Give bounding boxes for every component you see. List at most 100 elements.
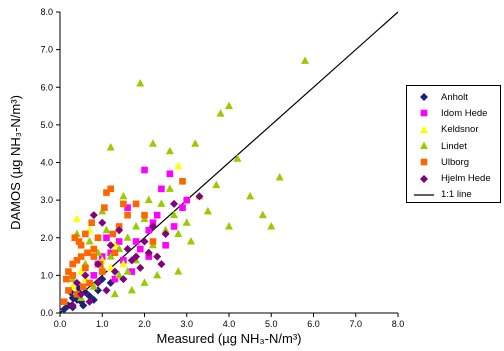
data-point — [89, 211, 98, 220]
data-point — [65, 287, 72, 294]
data-point — [77, 241, 85, 249]
y-tick-label: 6.0 — [40, 82, 53, 92]
data-point — [157, 199, 166, 207]
legend-marker — [420, 125, 428, 133]
legend-marker — [420, 110, 428, 117]
data-point — [79, 283, 87, 290]
x-tick-label: 6.0 — [307, 319, 320, 329]
data-point — [110, 267, 119, 276]
data-point — [103, 189, 110, 196]
data-point — [106, 142, 115, 151]
data-point — [111, 249, 119, 257]
data-point — [258, 210, 267, 219]
data-point — [225, 221, 233, 230]
y-tick-label: 1.0 — [40, 270, 53, 280]
data-point — [107, 185, 114, 193]
data-point — [148, 139, 157, 147]
data-point — [106, 263, 115, 271]
data-point — [115, 238, 123, 245]
data-point — [82, 264, 89, 272]
data-point — [132, 252, 141, 261]
data-point — [166, 170, 174, 178]
data-point — [119, 275, 128, 284]
data-point — [85, 237, 94, 245]
data-point — [132, 221, 141, 230]
data-point — [186, 237, 195, 245]
reference-line-1-1 — [59, 11, 399, 314]
x-tick-label: 0.0 — [54, 319, 67, 329]
legend-symbol — [420, 159, 428, 166]
data-point — [82, 230, 89, 238]
data-point — [136, 245, 144, 253]
x-tick-label: 3.0 — [180, 319, 193, 329]
x-axis-title: Measured (µg NH₃-N/m³) — [157, 331, 302, 346]
data-point — [72, 278, 81, 287]
data-point — [94, 278, 103, 287]
data-point — [141, 166, 148, 174]
data-point — [124, 211, 131, 219]
data-point — [136, 263, 145, 272]
data-point — [77, 290, 86, 299]
data-point — [89, 282, 98, 290]
data-point — [153, 211, 161, 219]
data-point — [170, 210, 179, 219]
legend-label: Keldsnor — [441, 124, 479, 136]
data-point — [165, 184, 174, 192]
data-point — [77, 253, 85, 260]
data-point — [103, 234, 110, 242]
data-point — [195, 192, 204, 201]
legend-marker — [420, 174, 428, 183]
one-to-one-line — [59, 11, 399, 314]
data-point — [65, 268, 72, 275]
data-point — [275, 173, 284, 181]
legend-label: 1:1 line — [441, 189, 472, 201]
data-point — [246, 191, 255, 200]
data-point — [136, 78, 145, 87]
data-point — [115, 226, 124, 235]
y-tick-label: 0.0 — [40, 308, 53, 318]
data-point — [170, 199, 179, 208]
data-point — [90, 253, 98, 260]
data-point — [140, 278, 149, 286]
legend-item: Idom Hede — [413, 105, 500, 121]
data-point — [158, 185, 165, 193]
legend-item: Ulborg — [413, 154, 500, 170]
legend-marker — [420, 93, 428, 102]
data-point — [153, 252, 162, 261]
series-lindet — [68, 56, 310, 301]
y-tick-label: 8.0 — [40, 7, 53, 17]
data-point — [267, 221, 276, 230]
data-point — [86, 279, 93, 287]
data-point — [101, 204, 108, 211]
data-point — [110, 289, 119, 298]
data-points — [60, 56, 310, 314]
data-point — [81, 271, 90, 280]
data-point — [182, 218, 191, 226]
data-point — [68, 301, 77, 310]
legend-symbol — [420, 110, 428, 117]
data-point — [69, 272, 76, 279]
legend-item: 1:1 line — [413, 187, 500, 203]
data-point — [94, 234, 102, 242]
data-point — [153, 270, 162, 279]
data-point — [132, 200, 140, 208]
data-point — [128, 268, 136, 275]
x-tick-label: 5.0 — [265, 319, 278, 329]
data-point — [69, 260, 76, 268]
legend-symbol — [420, 141, 428, 150]
data-point — [106, 241, 115, 250]
data-point — [102, 286, 111, 295]
data-point — [161, 225, 170, 234]
data-point — [63, 275, 70, 283]
legend-item: Anholt — [413, 89, 500, 105]
data-point — [90, 272, 98, 279]
data-point — [225, 101, 233, 110]
data-point — [301, 56, 310, 64]
data-point — [141, 211, 148, 219]
data-point — [149, 238, 157, 245]
data-point — [73, 257, 81, 264]
data-point — [109, 230, 117, 238]
legend-label: Anholt — [441, 91, 468, 103]
data-point — [165, 146, 174, 155]
